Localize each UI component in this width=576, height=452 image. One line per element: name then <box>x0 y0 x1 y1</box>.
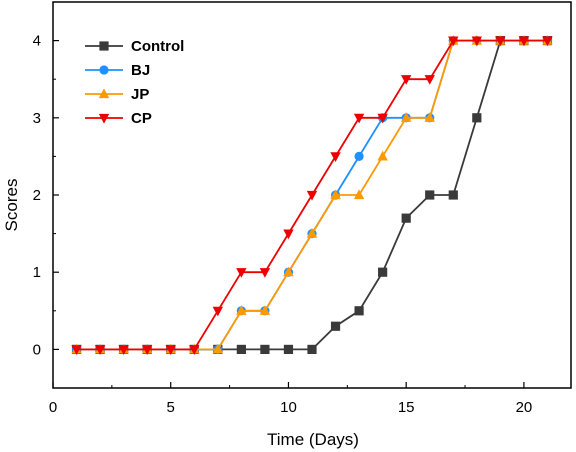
data-point-cp <box>471 36 483 47</box>
data-point-control <box>307 344 317 354</box>
y-tick-label: 0 <box>33 341 41 358</box>
data-point-jp <box>212 343 224 354</box>
legend-item-jp: JP <box>85 86 149 103</box>
legend-marker <box>99 41 109 51</box>
data-point-control <box>283 344 294 354</box>
data-point-cp <box>236 268 247 278</box>
data-point-cp <box>71 345 82 355</box>
legend-item-control: Control <box>85 38 184 55</box>
y-axis-title: Scores <box>2 179 21 232</box>
x-tick-label: 5 <box>167 399 175 416</box>
data-point-cp <box>424 75 435 85</box>
x-tick-label: 20 <box>516 399 533 416</box>
legend-label: BJ <box>131 62 150 79</box>
y-tick-label: 2 <box>33 187 41 204</box>
legend-marker <box>98 113 110 124</box>
data-point-cp <box>377 113 388 124</box>
data-point-control <box>330 321 341 331</box>
data-point-control <box>448 190 458 200</box>
data-point-cp <box>353 113 365 124</box>
data-point-cp <box>306 190 318 201</box>
data-point-jp <box>424 112 435 122</box>
data-point-jp <box>306 228 318 238</box>
data-point-cp <box>448 36 459 47</box>
data-point-cp <box>518 36 530 47</box>
data-point-cp <box>400 75 412 85</box>
data-point-cp <box>495 36 506 47</box>
data-point-cp <box>141 345 153 355</box>
data-point-cp <box>165 345 176 355</box>
data-point-jp <box>353 189 365 200</box>
data-point-jp <box>377 150 388 161</box>
data-point-cp <box>212 306 224 317</box>
series-cp <box>71 36 553 355</box>
legend-item-cp: CP <box>85 110 152 127</box>
data-point-control <box>401 213 411 223</box>
data-point-control <box>354 306 364 316</box>
legend: Control BJ JP CP <box>85 38 184 127</box>
legend-marker <box>98 88 110 99</box>
legend-label: JP <box>131 86 149 103</box>
x-tick-label: 15 <box>398 399 415 416</box>
data-point-jp <box>400 112 412 122</box>
data-point-control <box>236 344 246 354</box>
data-point-jp <box>236 305 247 315</box>
x-tick-label: 10 <box>280 399 297 416</box>
data-point-cp <box>330 152 341 162</box>
x-tick-label: 0 <box>49 399 57 416</box>
data-point-cp <box>94 345 106 355</box>
data-point-control <box>260 344 270 354</box>
data-point-control <box>472 113 482 123</box>
data-point-control <box>378 267 388 277</box>
axis-ticks: 0 5 10 15 20 0 1 2 3 4 <box>33 33 533 416</box>
legend-item-bj: BJ <box>85 62 150 79</box>
y-tick-label: 3 <box>33 110 41 127</box>
data-point-cp <box>283 229 294 240</box>
y-tick-label: 1 <box>33 264 41 281</box>
legend-marker <box>99 65 109 75</box>
data-point-jp <box>330 189 341 200</box>
series-layer <box>71 35 553 355</box>
data-point-jp <box>283 266 294 277</box>
legend-label: CP <box>131 110 152 127</box>
y-tick-label: 4 <box>33 33 41 50</box>
data-point-cp <box>542 36 553 47</box>
data-point-control <box>425 190 435 200</box>
data-point-cp <box>118 345 129 355</box>
data-point-cp <box>259 268 271 278</box>
legend-label: Control <box>131 38 184 55</box>
data-point-jp <box>259 305 271 315</box>
data-point-bj <box>354 151 364 161</box>
x-axis-title: Time (Days) <box>267 430 359 449</box>
data-point-cp <box>189 345 200 355</box>
